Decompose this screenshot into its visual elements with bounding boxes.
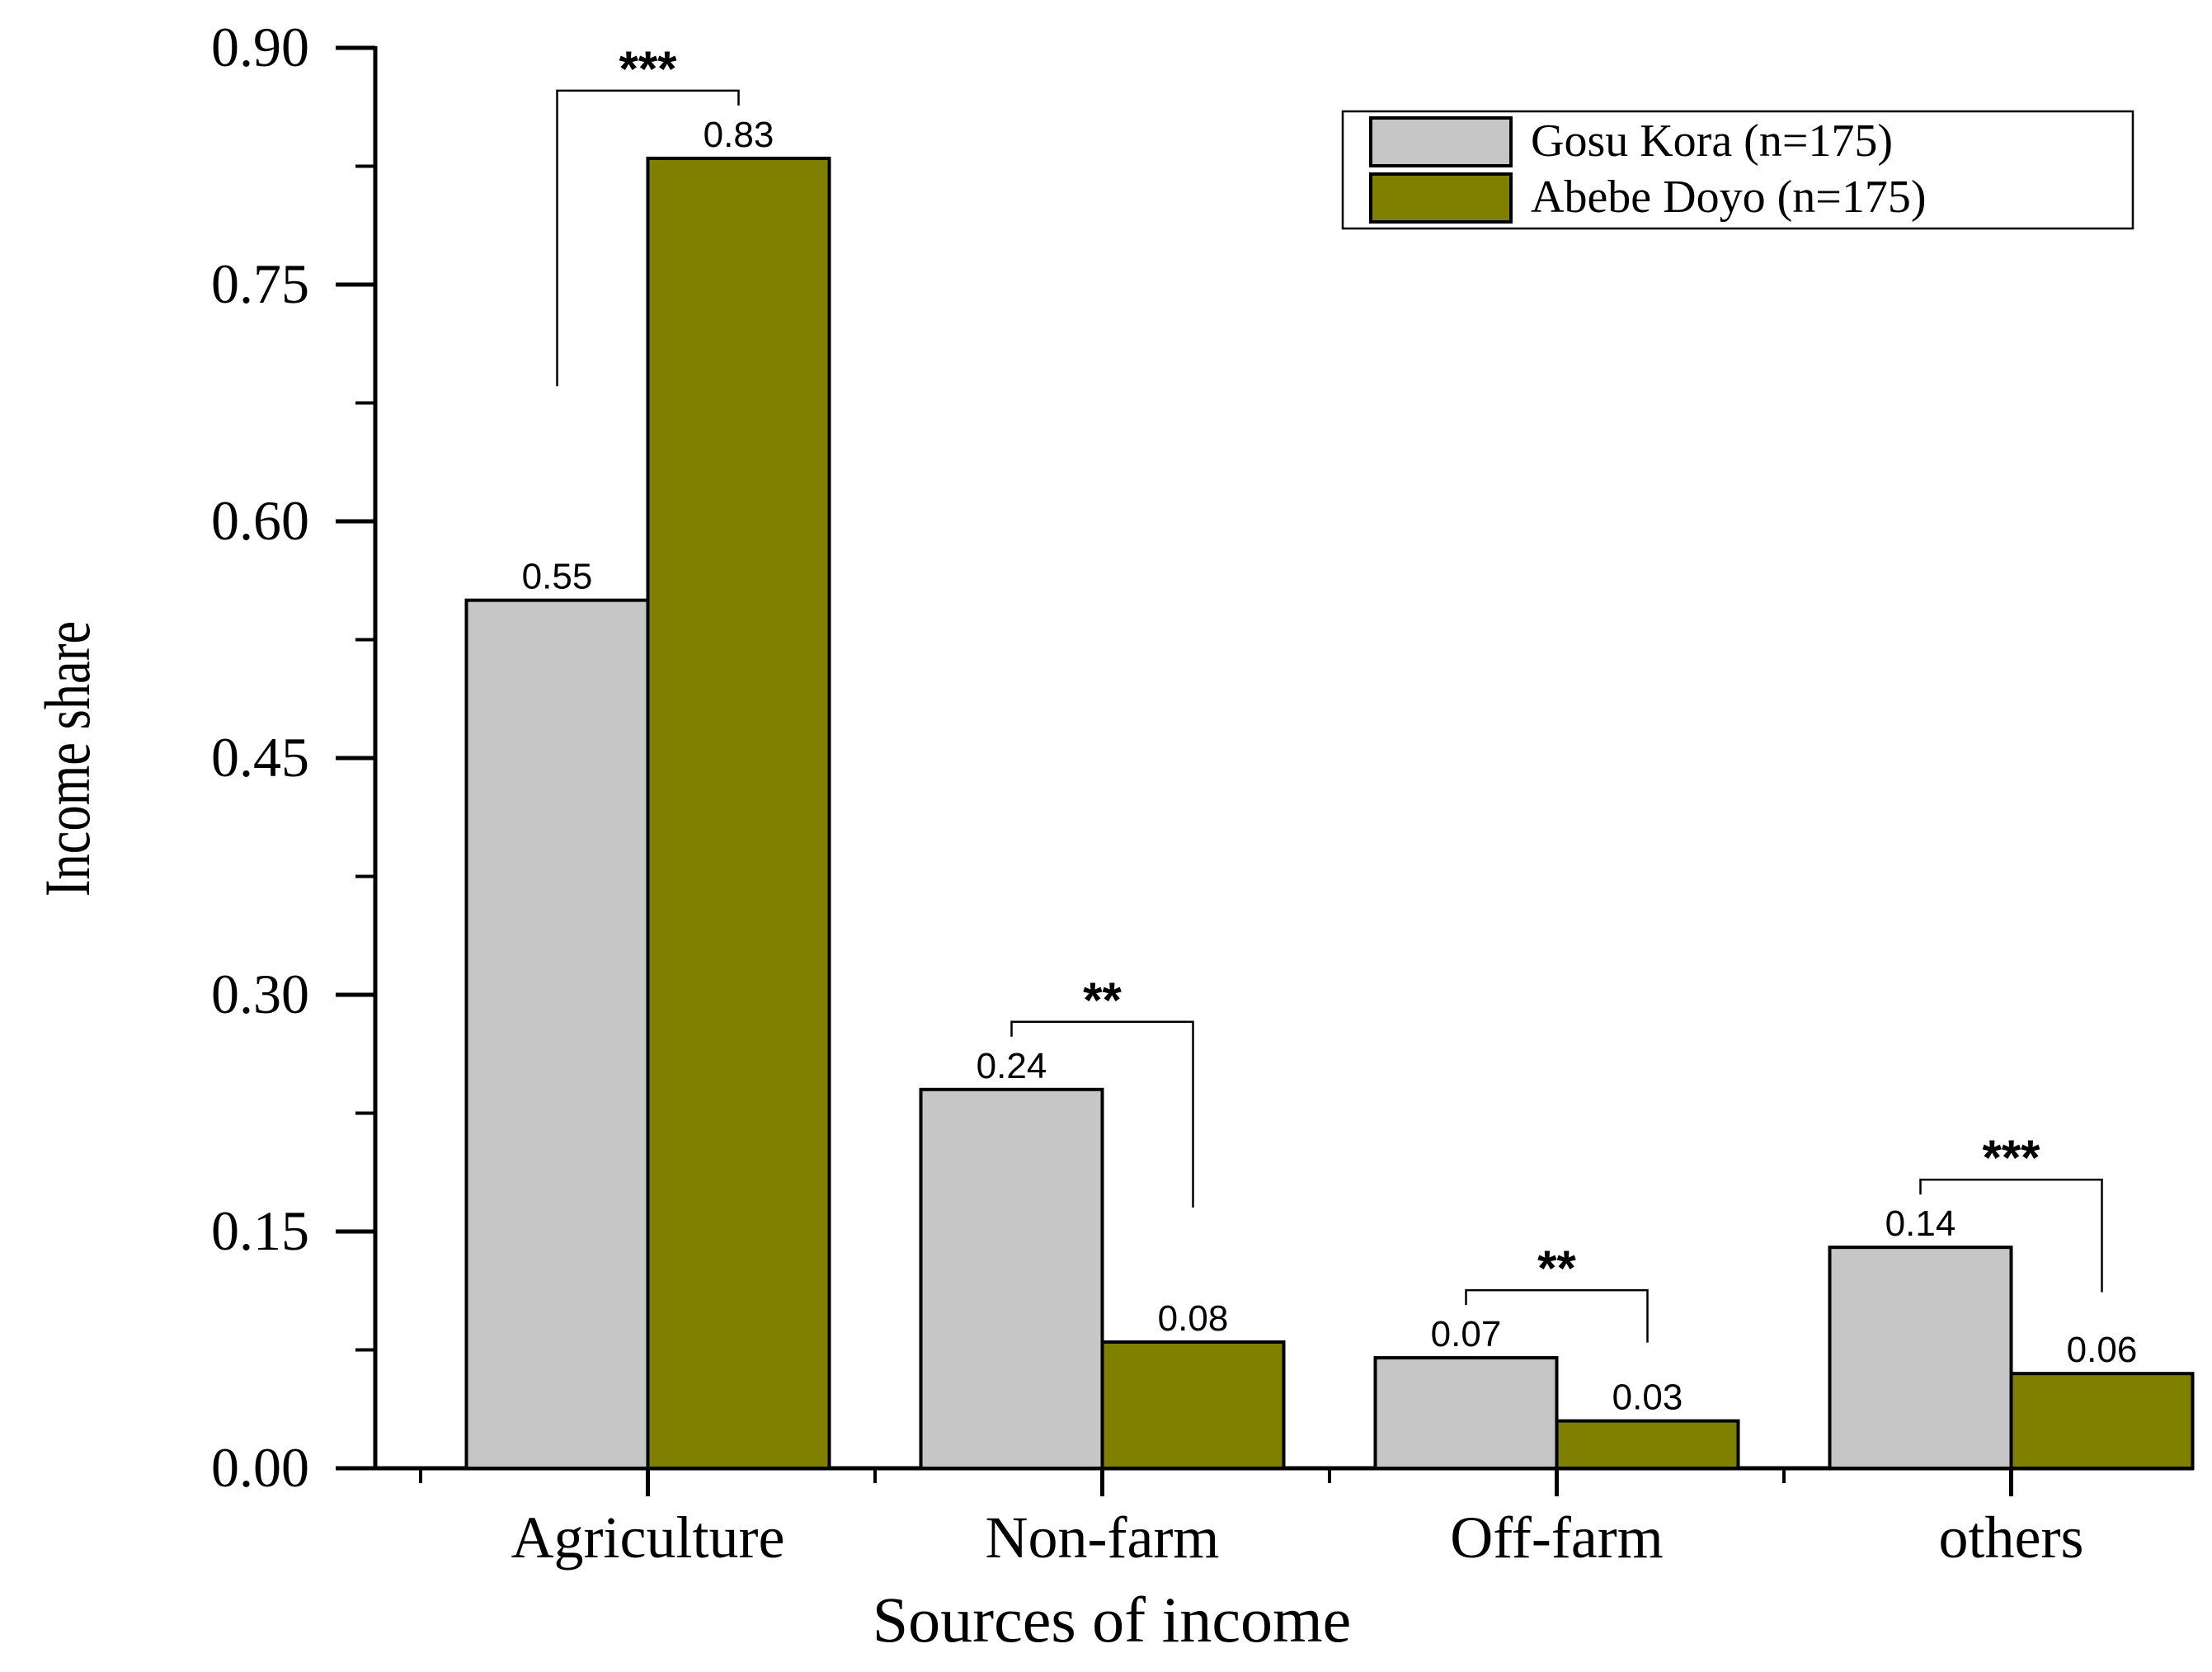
significance-marker: *** — [619, 41, 677, 97]
bar-value-label: 0.07 — [1431, 1314, 1502, 1354]
plot-area: 0.00 0.15 0.30 0.45 0.60 0.75 0.90 Agriculture 0… — [211, 16, 2195, 1571]
significance-marker: *** — [1982, 1130, 2040, 1185]
bar-abebe-doyo — [1100, 1340, 1286, 1471]
bar-abebe-doyo — [646, 156, 831, 1470]
bar-gosu-kora — [919, 1087, 1104, 1471]
y-tick-label: 0.30 — [211, 963, 309, 1025]
significance-bracket — [1010, 1020, 1194, 1208]
y-tick-label: 0.45 — [211, 726, 309, 789]
bar-gosu-kora — [1373, 1356, 1559, 1470]
bar-value-label: 0.06 — [2067, 1330, 2138, 1370]
x-category-label: Non-farm — [986, 1505, 1220, 1571]
bar-abebe-doyo — [1555, 1419, 1740, 1470]
legend-label: Abebe Doyo (n=175) — [1531, 172, 1926, 223]
legend-swatch-abebe-doyo — [1369, 172, 1513, 224]
x-category-label: others — [1939, 1505, 2084, 1571]
legend-label: Gosu Kora (n=175) — [1531, 115, 1893, 167]
significance-marker: ** — [1083, 973, 1122, 1028]
bar-value-label: 0.03 — [1612, 1378, 1683, 1418]
x-axis-title: Sources of income — [873, 1584, 1352, 1656]
bar-gosu-kora — [1828, 1246, 2013, 1470]
y-axis-title: Income share — [33, 621, 104, 897]
bar-value-label: 0.55 — [522, 557, 593, 597]
y-tick-label: 0.15 — [211, 1199, 309, 1262]
bar-value-label: 0.83 — [704, 115, 774, 155]
legend-swatch-gosu-kora — [1369, 116, 1513, 167]
bar-gosu-kora — [464, 598, 650, 1471]
bar-abebe-doyo — [2009, 1372, 2195, 1470]
significance-bracket — [1919, 1178, 2103, 1293]
y-tick-label: 0.60 — [211, 489, 309, 552]
bar-value-label: 0.24 — [977, 1046, 1047, 1086]
significance-bracket — [1465, 1288, 1649, 1343]
bar-value-label: 0.08 — [1158, 1298, 1229, 1339]
y-tick-label: 0.90 — [211, 16, 309, 78]
significance-marker: ** — [1537, 1241, 1576, 1296]
bar-value-label: 0.14 — [1885, 1203, 1956, 1244]
y-tick-label: 0.00 — [211, 1436, 309, 1499]
x-category-label: Agriculture — [511, 1505, 785, 1571]
x-category-label: Off-farm — [1450, 1505, 1664, 1571]
y-tick-label: 0.75 — [211, 252, 309, 315]
significance-bracket — [556, 89, 740, 387]
